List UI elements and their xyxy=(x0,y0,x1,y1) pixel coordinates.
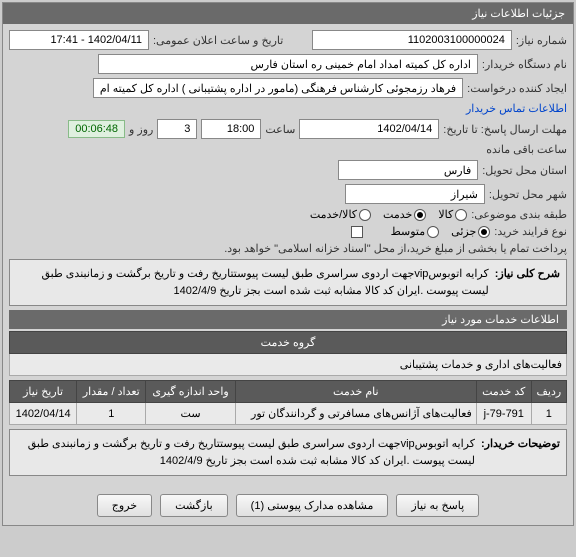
cell-name: فعالیت‌های آژانس‌های مسافرتی و گردانندگا… xyxy=(235,403,476,425)
province-field: فارس xyxy=(338,160,478,180)
radio-dot-icon xyxy=(427,226,439,238)
exit-button[interactable]: خروج xyxy=(97,494,152,517)
row-creator: ایجاد کننده درخواست: فرهاد رزمجوئی کارشن… xyxy=(9,78,567,115)
desc-text: کرایه اتوبوسvipجهت اردوی سراسری طبق لیست… xyxy=(16,266,489,299)
table-row[interactable]: 1 j-79-791 فعالیت‌های آژانس‌های مسافرتی … xyxy=(10,403,567,425)
radio-jozi[interactable]: جزئی xyxy=(451,225,490,238)
row-subject-type: طبقه بندی موضوعی: کالا خدمت کالا/خدمت xyxy=(9,208,567,221)
subject-radio-group: کالا خدمت کالا/خدمت xyxy=(310,208,467,221)
contact-link[interactable]: اطلاعات تماس خریدار xyxy=(466,102,567,115)
panel-body: شماره نیاز: 1102003100000024 تاریخ و ساع… xyxy=(3,24,573,486)
buyer-field: اداره کل کمیته امداد امام خمینی ره استان… xyxy=(98,54,478,74)
cell-code: j-79-791 xyxy=(476,403,531,425)
cell-unit: ست xyxy=(146,403,235,425)
row-buyer: نام دستگاه خریدار: اداره کل کمیته امداد … xyxy=(9,54,567,74)
purchase-type-label: نوع فرایند خرید: xyxy=(494,225,567,238)
services-header: اطلاعات خدمات مورد نیاز xyxy=(9,310,567,329)
desc-label: شرح کلی نیاز: xyxy=(495,266,560,299)
creator-label: ایجاد کننده درخواست: xyxy=(467,82,567,95)
cell-qty: 1 xyxy=(77,403,146,425)
settlement-checkbox[interactable] xyxy=(351,226,363,238)
purchase-radio-group: جزئی متوسط xyxy=(391,225,491,238)
row-need-no: شماره نیاز: 1102003100000024 تاریخ و ساع… xyxy=(9,30,567,50)
col-date: تاریخ نیاز xyxy=(10,381,77,403)
buyer-label: نام دستگاه خریدار: xyxy=(482,58,567,71)
radio-dot-icon xyxy=(455,209,467,221)
view-attachments-button[interactable]: مشاهده مدارک پیوستی (1) xyxy=(236,494,389,517)
days-label: روز و xyxy=(129,123,153,136)
remaining-label: ساعت باقی مانده xyxy=(486,143,567,156)
remaining-time: 00:06:48 xyxy=(68,120,125,138)
city-field: شیراز xyxy=(345,184,485,204)
desc-box: شرح کلی نیاز: کرایه اتوبوسvipجهت اردوی س… xyxy=(9,259,567,306)
radio-dot-checked-icon xyxy=(414,209,426,221)
radio-khedmat[interactable]: خدمت xyxy=(383,208,426,221)
cell-date: 1402/04/14 xyxy=(10,403,77,425)
buyer-notes-text: کرایه اتوبوسvipجهت اردوی سراسری طبق لیست… xyxy=(16,436,475,469)
cell-row: 1 xyxy=(531,403,566,425)
col-row: ردیف xyxy=(531,381,566,403)
announce-field: 1402/04/11 - 17:41 xyxy=(9,30,149,50)
deadline-time-field: 18:00 xyxy=(201,119,261,139)
days-field: 3 xyxy=(157,119,197,139)
group-value: فعالیت‌های اداری و خدمات پشتیبانی xyxy=(10,354,567,376)
city-label: شهر محل تحویل: xyxy=(489,188,567,201)
col-qty: تعداد / مقدار xyxy=(77,381,146,403)
back-button[interactable]: بازگشت xyxy=(160,494,228,517)
province-label: استان محل تحویل: xyxy=(482,164,567,177)
main-panel: جزئیات اطلاعات نیاز شماره نیاز: 11020031… xyxy=(2,2,574,526)
radio-motavaset[interactable]: متوسط xyxy=(391,225,440,238)
group-table: گروه خدمت فعالیت‌های اداری و خدمات پشتیب… xyxy=(9,331,567,376)
radio-dot-checked-icon xyxy=(478,226,490,238)
creator-field: فرهاد رزمجوئی کارشناس فرهنگی (مامور در ا… xyxy=(93,78,463,98)
group-col-header: گروه خدمت xyxy=(10,332,567,354)
reply-button[interactable]: پاسخ به نیاز xyxy=(396,494,479,517)
row-city: شهر محل تحویل: شیراز xyxy=(9,184,567,204)
col-name: نام خدمت xyxy=(235,381,476,403)
col-code: کد خدمت xyxy=(476,381,531,403)
need-no-field: 1102003100000024 xyxy=(312,30,512,50)
radio-dot-icon xyxy=(359,209,371,221)
button-bar: پاسخ به نیاز مشاهده مدارک پیوستی (1) باز… xyxy=(3,486,573,525)
deadline-label: مهلت ارسال پاسخ: تا تاریخ: xyxy=(443,123,567,136)
services-table: ردیف کد خدمت نام خدمت واحد اندازه گیری ت… xyxy=(9,380,567,425)
time-label-1: ساعت xyxy=(265,123,295,136)
row-purchase-type: نوع فرایند خرید: جزئی متوسط پرداخت تمام … xyxy=(9,225,567,255)
panel-title: جزئیات اطلاعات نیاز xyxy=(3,3,573,24)
deadline-date-field: 1402/04/14 xyxy=(299,119,439,139)
buyer-notes-box: توضیحات خریدار: کرایه اتوبوسvipجهت اردوی… xyxy=(9,429,567,476)
settlement-label: پرداخت تمام یا بخشی از مبلغ خرید،از محل … xyxy=(224,242,567,255)
subject-type-label: طبقه بندی موضوعی: xyxy=(471,208,567,221)
announce-label: تاریخ و ساعت اعلان عمومی: xyxy=(153,34,283,47)
radio-kala-khedmat[interactable]: کالا/خدمت xyxy=(310,208,371,221)
need-no-label: شماره نیاز: xyxy=(516,34,567,47)
row-province: استان محل تحویل: فارس xyxy=(9,160,567,180)
buyer-notes-label: توضیحات خریدار: xyxy=(481,436,560,469)
col-unit: واحد اندازه گیری xyxy=(146,381,235,403)
row-deadline: مهلت ارسال پاسخ: تا تاریخ: 1402/04/14 سا… xyxy=(9,119,567,156)
radio-kala[interactable]: کالا xyxy=(438,208,467,221)
